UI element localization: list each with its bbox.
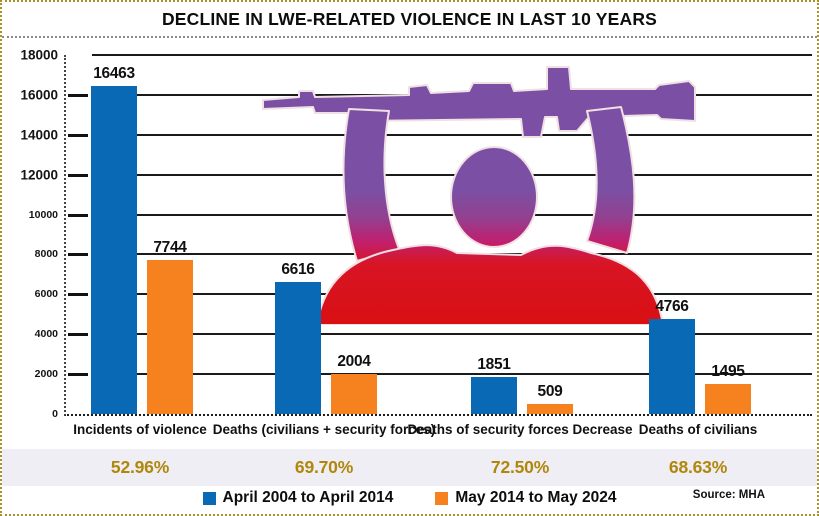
gridline bbox=[92, 174, 812, 176]
bar-value-label: 509 bbox=[537, 383, 563, 400]
gridline bbox=[92, 373, 812, 375]
y-axis-tick bbox=[68, 373, 88, 376]
bar-group: 6616 2004 bbox=[275, 55, 377, 414]
category-row: Incidents of violence Deaths (civilians +… bbox=[2, 422, 817, 446]
right-arm-shape bbox=[586, 106, 636, 254]
decline-percent-value: 52.96% bbox=[110, 457, 170, 477]
decline-percent-value: 72.50% bbox=[490, 457, 550, 477]
bar-group: 4766 1495 bbox=[649, 55, 751, 414]
bar-april-2004-2014 bbox=[471, 377, 517, 414]
legend-swatch-icon bbox=[202, 491, 216, 505]
bar-value-label: 4766 bbox=[655, 298, 689, 315]
legend-label: April 2004 to April 2014 bbox=[222, 489, 394, 506]
decline-percent-value: 68.63% bbox=[668, 457, 728, 477]
legend-label: May 2014 to May 2024 bbox=[455, 489, 617, 506]
y-axis-tick bbox=[68, 214, 88, 217]
y-axis-label: 6000 bbox=[34, 288, 58, 300]
bar-may-2014-2024 bbox=[331, 374, 377, 414]
gridline bbox=[92, 134, 812, 136]
y-axis-label: 0 bbox=[52, 408, 58, 420]
bar-value-label: 2004 bbox=[337, 353, 371, 370]
plot-area: 16463 7744 6616 2004 1851 509 4766 1495 bbox=[64, 54, 812, 416]
decline-percentage-band: 52.96% 69.70% 72.50% 68.63% bbox=[2, 449, 817, 486]
legend-swatch-icon bbox=[435, 491, 449, 505]
y-axis-tick bbox=[68, 293, 88, 296]
legend-item: April 2004 to April 2014 bbox=[202, 489, 394, 507]
head-shape bbox=[450, 146, 538, 248]
y-axis-label: 14000 bbox=[20, 127, 58, 143]
bar-value-label: 1495 bbox=[711, 363, 745, 380]
bar-may-2014-2024 bbox=[147, 260, 193, 414]
y-axis-label: 8000 bbox=[34, 248, 58, 260]
gridline bbox=[92, 54, 812, 56]
bar-april-2004-2014 bbox=[649, 319, 695, 414]
bar-value-label: 1851 bbox=[477, 356, 511, 373]
bar-april-2004-2014 bbox=[91, 86, 137, 414]
gridline bbox=[92, 333, 812, 335]
y-axis-tick bbox=[68, 174, 88, 177]
footer: April 2004 to April 2014 May 2014 to May … bbox=[2, 486, 817, 514]
bar-value-label: 7744 bbox=[153, 239, 187, 256]
bar-may-2014-2024 bbox=[527, 404, 573, 414]
bar-value-label: 6616 bbox=[281, 261, 315, 278]
gridline bbox=[92, 214, 812, 216]
legend-item: May 2014 to May 2024 bbox=[435, 489, 616, 507]
y-axis-label: 2000 bbox=[34, 368, 58, 380]
y-axis-tick bbox=[68, 253, 88, 256]
y-axis-label: 4000 bbox=[34, 328, 58, 340]
y-axis-tick bbox=[68, 134, 88, 137]
y-axis-tick bbox=[68, 333, 88, 336]
y-axis-tick bbox=[68, 94, 88, 97]
page-title: DECLINE IN LWE-RELATED VIOLENCE IN LAST … bbox=[161, 8, 658, 29]
militant-silhouette-illustration bbox=[262, 66, 696, 325]
category-label: Deaths of civilians bbox=[638, 422, 758, 437]
y-axis: 18000 16000 14000 12000 10000 8000 6000 4000 200… bbox=[6, 2, 58, 462]
torso-shape bbox=[316, 244, 664, 325]
y-axis-label: 18000 bbox=[20, 47, 58, 63]
bar-value-label: 16463 bbox=[93, 65, 135, 82]
legend: April 2004 to April 2014 May 2014 to May … bbox=[2, 489, 817, 507]
y-axis-label: 12000 bbox=[20, 167, 58, 183]
category-label: Incidents of violence bbox=[73, 422, 207, 437]
bar-group: 1851 509 bbox=[471, 55, 573, 414]
bar-group: 16463 7744 bbox=[91, 55, 193, 414]
bar-may-2014-2024 bbox=[705, 384, 751, 414]
bar-april-2004-2014 bbox=[275, 282, 321, 414]
source-label: Source: MHA bbox=[692, 489, 765, 501]
y-axis-label: 16000 bbox=[20, 87, 58, 103]
category-label: Deaths of security forces Decrease bbox=[407, 422, 633, 437]
category-label: Deaths (civilians + security forces) bbox=[212, 422, 436, 437]
decline-percent-value: 69.70% bbox=[294, 457, 354, 477]
title-bar: DECLINE IN LWE-RELATED VIOLENCE IN LAST … bbox=[2, 2, 817, 38]
y-axis-label: 10000 bbox=[28, 209, 58, 221]
